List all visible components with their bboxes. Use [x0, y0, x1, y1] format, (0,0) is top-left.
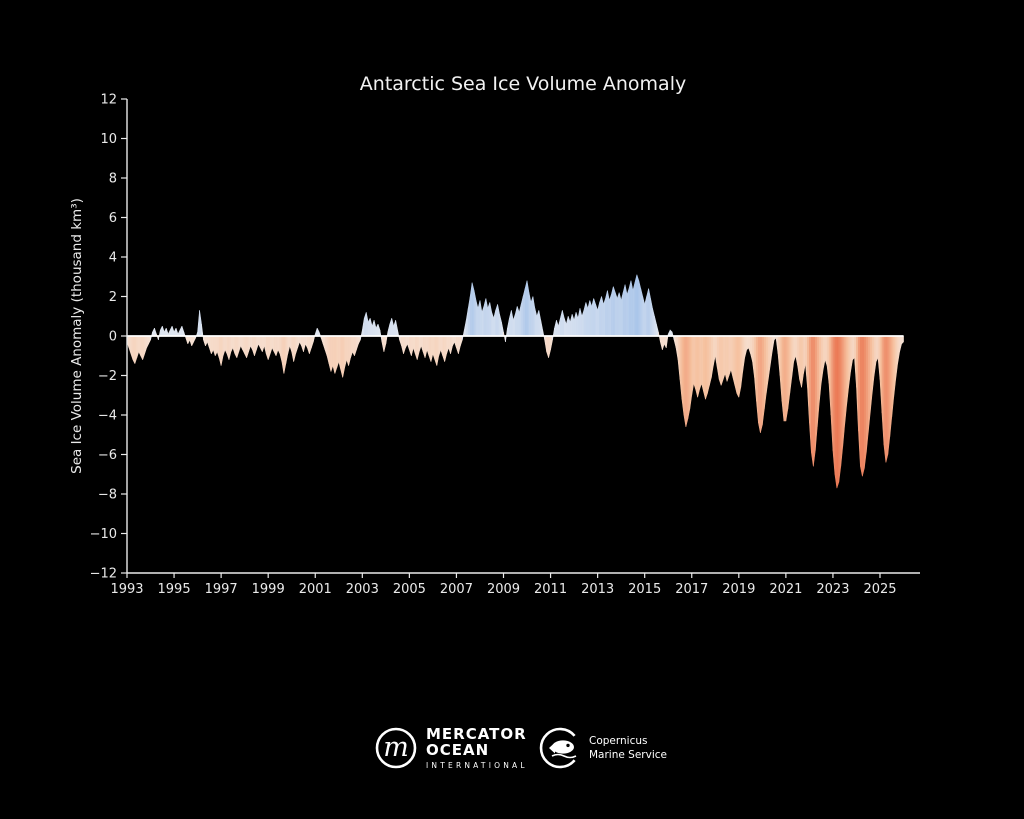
y-tick-label: −6: [98, 448, 117, 463]
mercator-line1: MERCATOR: [426, 725, 527, 744]
x-tick-label: 2005: [393, 582, 426, 597]
y-tick-label: −2: [98, 369, 117, 384]
x-tick-label: 2025: [863, 582, 896, 597]
svg-text:m: m: [383, 732, 409, 763]
x-tick-label: 2003: [346, 582, 379, 597]
y-tick-label: 4: [109, 251, 117, 266]
x-tick-label: 2019: [722, 582, 755, 597]
x-tick-label: 1993: [110, 582, 143, 597]
y-tick-label: −12: [90, 567, 117, 582]
x-tick-label: 1999: [252, 582, 285, 597]
x-tick-label: 2017: [675, 582, 708, 597]
copernicus-fish-icon: [539, 727, 577, 769]
y-tick-label: 6: [109, 211, 117, 226]
x-tick-label: 2011: [534, 582, 567, 597]
y-axis-ticks: 12 10 8 6 4 2 0 −2 −4 −6 −8 −10 −12: [90, 93, 127, 582]
y-tick-label: −10: [90, 527, 117, 542]
x-tick-label: 2015: [628, 582, 661, 597]
y-tick-label: 2: [109, 290, 117, 305]
x-tick-label: 2021: [769, 582, 802, 597]
footer-logos: m MERCATOR OCEAN INTERNATIONAL Copernicu…: [0, 718, 1024, 793]
anomaly-series: [126, 274, 904, 489]
x-tick-label: 2007: [440, 582, 473, 597]
mercator-ocean-logo: m MERCATOR OCEAN INTERNATIONAL: [374, 726, 528, 770]
y-tick-label: −4: [98, 409, 117, 424]
x-tick-label: 2009: [487, 582, 520, 597]
y-tick-label: 8: [109, 172, 117, 187]
x-tick-label: 2001: [299, 582, 332, 597]
x-tick-label: 2023: [816, 582, 849, 597]
x-axis-ticks: 1993 1995 1997 1999 2001 2003 2005 2007 2009 2011…: [110, 573, 897, 597]
y-tick-label: −8: [98, 488, 117, 503]
y-tick-label: 0: [109, 330, 117, 345]
y-tick-label: 10: [100, 132, 117, 147]
y-tick-label: 12: [100, 93, 117, 108]
copernicus-marine-logo: Copernicus Marine Service: [538, 726, 667, 770]
x-tick-label: 1997: [205, 582, 238, 597]
chart-title: Antarctic Sea Ice Volume Anomaly: [359, 73, 687, 95]
mercator-line3: INTERNATIONAL: [426, 761, 528, 771]
x-tick-label: 1995: [158, 582, 191, 597]
mercator-line2: OCEAN: [426, 741, 490, 760]
copernicus-line1: Copernicus: [589, 735, 648, 747]
copernicus-line2: Marine Service: [589, 749, 667, 761]
mercator-monogram-icon: m: [375, 727, 417, 769]
x-tick-label: 2013: [581, 582, 614, 597]
